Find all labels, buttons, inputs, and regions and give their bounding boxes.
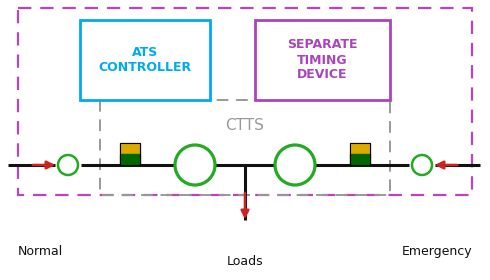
Text: CTTS: CTTS bbox=[225, 118, 265, 133]
Bar bbox=[350, 154, 370, 165]
Bar bbox=[350, 143, 370, 165]
Bar bbox=[80, 20, 210, 100]
Text: SEPARATE
TIMING
DEVICE: SEPARATE TIMING DEVICE bbox=[287, 39, 358, 81]
Text: Emergency: Emergency bbox=[401, 245, 472, 258]
Text: Normal: Normal bbox=[18, 245, 63, 258]
Text: ATS
CONTROLLER: ATS CONTROLLER bbox=[98, 46, 192, 74]
Text: Loads: Loads bbox=[227, 255, 263, 268]
Bar bbox=[120, 143, 140, 165]
Bar bbox=[100, 100, 390, 195]
Circle shape bbox=[175, 145, 215, 185]
Bar bbox=[255, 20, 390, 100]
Bar bbox=[120, 143, 140, 154]
Bar bbox=[350, 143, 370, 154]
Circle shape bbox=[275, 145, 315, 185]
Bar bbox=[120, 154, 140, 165]
Bar bbox=[18, 8, 472, 195]
